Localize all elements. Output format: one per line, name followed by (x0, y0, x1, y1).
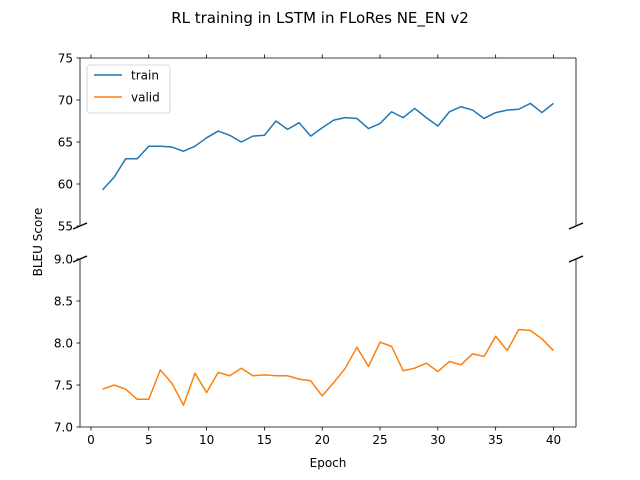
lower-panel: 7.0 7.5 8.0 8.5 9.0 0 5 10 15 20 25 30 35 40 (54, 253, 584, 447)
x-tick-label: 15 (257, 433, 272, 447)
x-tick-label: 30 (430, 433, 445, 447)
axis-break-mark (568, 222, 584, 230)
upper-panel: 55 60 65 70 75 (58, 52, 584, 234)
upper-y-tick-label: 55 (58, 220, 73, 234)
series-line-valid (102, 328, 554, 406)
lower-y-tick-label: 7.5 (54, 379, 73, 393)
lower-y-tick-label: 9.0 (54, 253, 73, 267)
legend-label-train: train (131, 69, 159, 83)
legend: train valid (86, 64, 171, 114)
x-tick-label: 10 (199, 433, 214, 447)
legend-label-valid: valid (131, 91, 160, 105)
upper-y-tick-label: 65 (58, 136, 73, 150)
lower-y-tick-label: 7.0 (54, 421, 73, 435)
y-axis-label: BLEU Score (31, 208, 45, 277)
legend-box (86, 64, 171, 114)
lower-y-tick-label: 8.0 (54, 337, 73, 351)
upper-y-tick-label: 70 (58, 94, 73, 108)
upper-y-tick-label: 75 (58, 52, 73, 66)
x-tick-label: 40 (546, 433, 561, 447)
x-tick-label: 0 (87, 433, 95, 447)
x-tick-label: 25 (372, 433, 387, 447)
lower-y-tick-label: 8.5 (54, 295, 73, 309)
x-tick-label: 35 (488, 433, 503, 447)
x-tick-label: 5 (145, 433, 153, 447)
axis-break-mark (72, 255, 88, 263)
axis-break-mark (568, 255, 584, 263)
series-line-train (101, 102, 554, 191)
axis-break-mark (72, 222, 88, 230)
chart-title: RL training in LSTM in FLoRes NE_EN v2 (171, 9, 469, 28)
x-tick-label: 20 (315, 433, 330, 447)
upper-y-tick-label: 60 (58, 178, 73, 192)
x-axis-label: Epoch (310, 456, 347, 470)
